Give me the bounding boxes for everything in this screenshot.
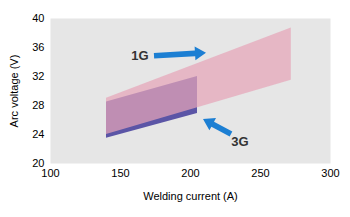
svg-text:Arc voltage (V): Arc voltage (V) [8, 55, 20, 128]
svg-text:100: 100 [41, 167, 59, 179]
svg-text:32: 32 [32, 70, 44, 82]
svg-text:28: 28 [32, 99, 44, 111]
svg-text:150: 150 [111, 167, 129, 179]
svg-text:20: 20 [32, 157, 45, 169]
svg-text:3G: 3G [231, 134, 248, 149]
svg-text:24: 24 [32, 128, 44, 140]
svg-text:1G: 1G [131, 48, 148, 63]
svg-text:Welding current (A): Welding current (A) [143, 190, 238, 202]
svg-text:300: 300 [321, 167, 339, 179]
svg-text:250: 250 [251, 167, 269, 179]
svg-text:200: 200 [181, 167, 199, 179]
svg-text:36: 36 [32, 41, 44, 53]
svg-text:40: 40 [32, 12, 44, 24]
